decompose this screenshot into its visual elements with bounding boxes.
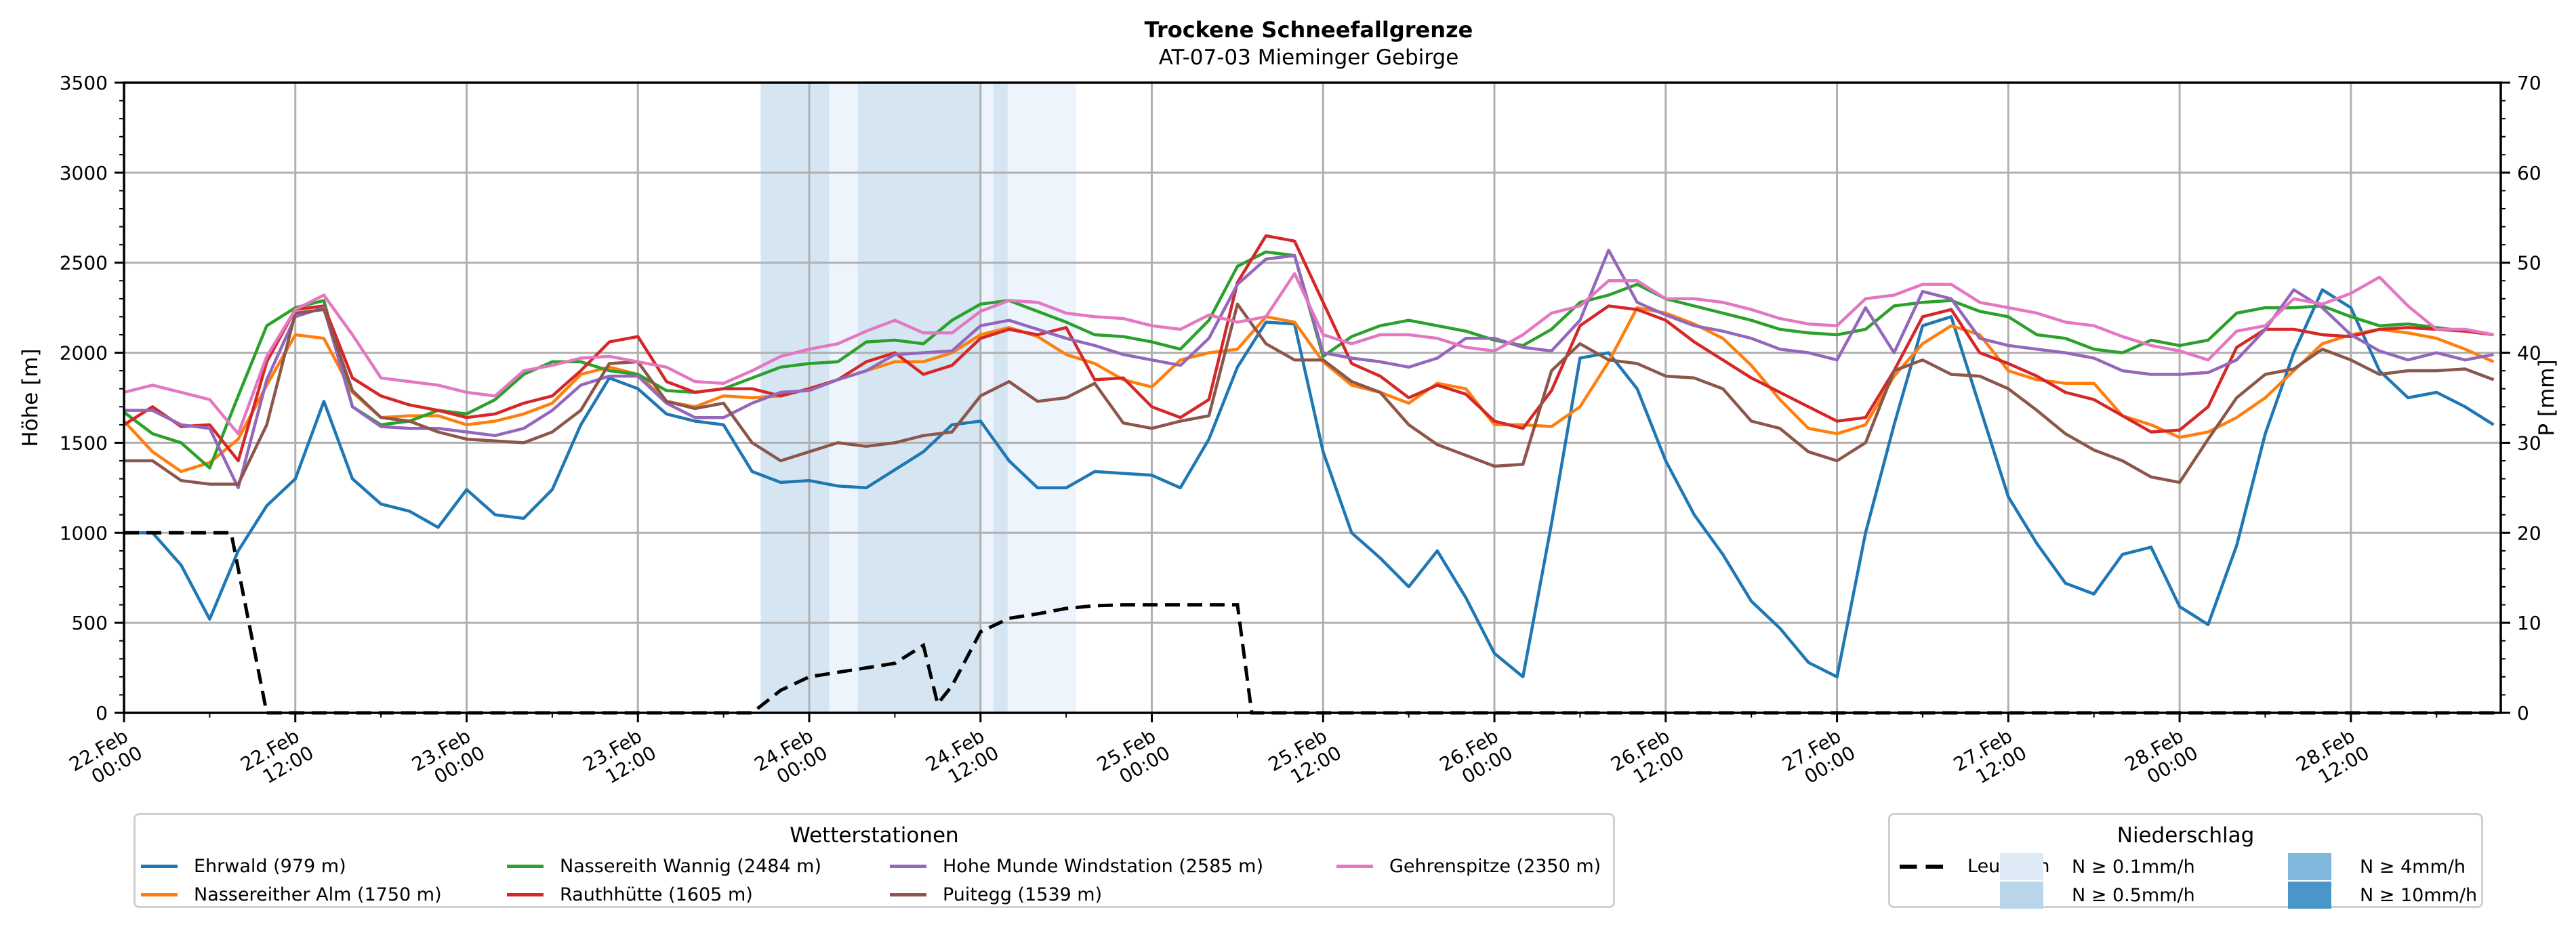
legend-swatch-box [2288,882,2331,909]
y-tick-label: 2500 [60,252,108,274]
plot-frame [123,81,2502,714]
legend-swatch [507,893,544,896]
y-tick-label: 1000 [60,522,108,544]
y2-tick-label: 60 [2517,162,2541,184]
legend-label: Hohe Munde Windstation (2585 m) [943,856,1264,877]
chart-subtitle: AT-07-03 Mieminger Gebirge [1159,45,1459,70]
legend-swatch-box [2000,882,2043,909]
series-line-puitegg [124,302,2495,486]
precip-band [980,83,994,713]
precipitation-bands [760,83,1076,713]
precip-band [993,83,1008,713]
legend-swatch [141,865,178,868]
y2-tick-label: 0 [2517,702,2529,724]
precip-band [829,83,858,713]
legend-label: N ≥ 0.1mm/h [2072,856,2195,878]
legend-label: Nassereither Alm (1750 m) [194,884,442,905]
legend-swatch-dashed [1900,864,1943,869]
legend-swatch [507,865,544,868]
series-line-hohe [124,248,2494,490]
legend-stations: Wetterstationen Ehrwald (979 m) Nasserei… [134,813,1615,908]
y-axis-label: Höhe [m] [18,348,43,447]
y-tick-label: 0 [96,702,108,724]
chart-title: Trockene Schneefallgrenze [1145,17,1473,43]
y-tick-label: 500 [72,612,108,634]
legend-item-puitegg: Puitegg (1539 m) [890,884,1102,905]
precip-band [857,83,981,713]
legend-label: N ≥ 10mm/h [2360,884,2478,906]
y-tick-label: 3000 [60,162,108,184]
legend-label: Gehrenspitze (2350 m) [1389,856,1601,877]
legend-label: Ehrwald (979 m) [194,856,346,877]
legend-item-ehrwald: Ehrwald (979 m) [141,856,346,877]
legend-item-hohe-munde: Hohe Munde Windstation (2585 m) [890,856,1263,877]
y2-tick-label: 20 [2517,522,2541,544]
y-tick-label: 2000 [60,342,108,365]
legend-label: N ≥ 0.5mm/h [2072,884,2195,906]
legend-label: N ≥ 4mm/h [2360,856,2466,878]
legend-label: Rauthhütte (1605 m) [560,884,753,905]
y2-tick-label: 70 [2517,72,2541,94]
legend-label: Nassereith Wannig (2484 m) [560,856,822,877]
legend-item-precip-4: N ≥ 4mm/h [2288,853,2466,880]
legend-swatch-box [2288,853,2331,880]
legend-stations-title: Wetterstationen [790,823,959,848]
legend-swatch [1336,865,1373,868]
y2-tick-label: 40 [2517,342,2541,365]
y-tick-label: 3500 [60,72,108,94]
series-line-gehrenspitze [123,272,2494,436]
y2-tick-label: 10 [2517,612,2541,634]
legend-item-precip-05: N ≥ 0.5mm/h [2000,882,2195,909]
legend-swatch [141,893,178,896]
series-line-rauthhütte [123,234,2494,463]
legend-item-nassereith-wannig: Nassereith Wannig (2484 m) [507,856,821,877]
legend-swatch [890,865,926,868]
legend-swatch [890,893,926,896]
station-series [123,234,2495,679]
y2-axis-label: P [mm] [2535,359,2559,436]
legend-precipitation: Niederschlag Leutasch N ≥ 0.1mm/h N ≥ 0.… [1888,813,2483,909]
y2-tick-label: 30 [2517,432,2541,454]
y2-tick-label: 50 [2517,252,2541,274]
legend-item-precip-01: N ≥ 0.1mm/h [2000,853,2195,880]
legend-swatch-box [2000,853,2043,880]
legend-item-nassereither-alm: Nassereither Alm (1750 m) [141,884,442,905]
legend-item-rauthhuette: Rauthhütte (1605 m) [507,884,753,905]
legend-label: Puitegg (1539 m) [943,884,1103,905]
gridlines [124,83,2501,713]
y-tick-label: 1500 [60,432,108,454]
legend-precip-title: Niederschlag [2117,823,2255,848]
legend-item-precip-10: N ≥ 10mm/h [2288,882,2477,909]
series-line-ehrwald [124,288,2495,679]
series-line-nassereither [123,306,2495,474]
legend-item-gehrenspitze: Gehrenspitze (2350 m) [1336,856,1601,877]
